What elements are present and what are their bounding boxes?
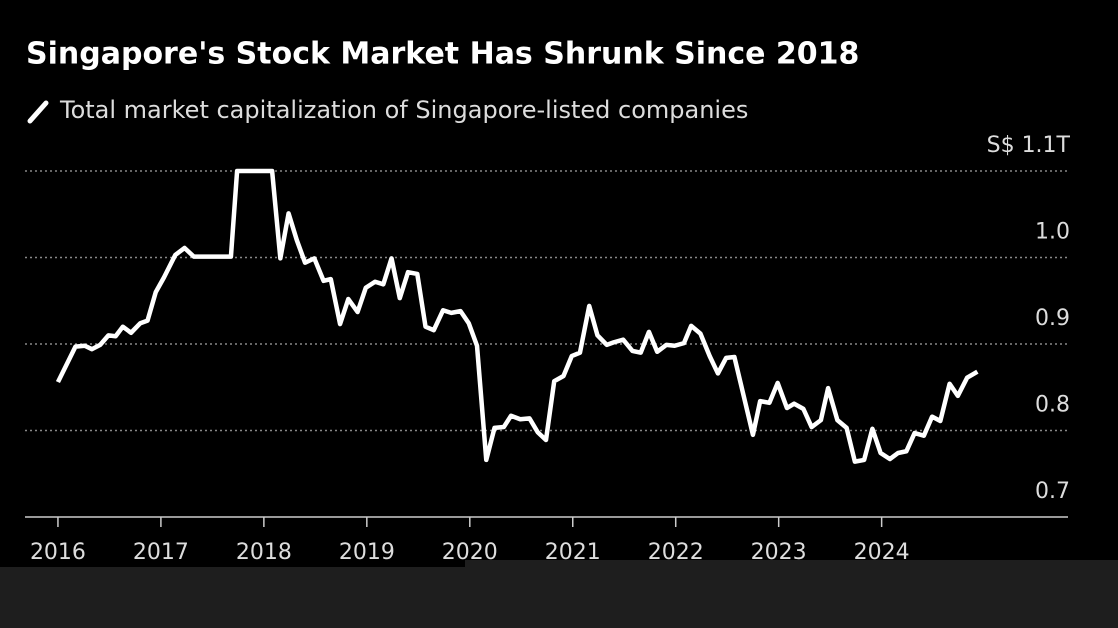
x-tick-label: 2017 [133,540,189,565]
legend-label: Total market capitalization of Singapore… [59,96,748,124]
x-tick-label: 2016 [30,540,86,565]
x-tick-label: 2019 [339,540,395,565]
y-tick-label: 1.0 [1035,220,1070,245]
y-tick-label: 0.9 [1035,306,1070,331]
bottom-overlay [465,560,1118,628]
x-tick-label: 2018 [236,540,292,565]
chart-title: Singapore's Stock Market Has Shrunk Sinc… [26,37,859,72]
y-tick-label: 0.8 [1035,393,1070,418]
y-tick-label: S$ 1.1T [987,133,1071,158]
legend-swatch [27,100,49,124]
line-series [55,168,979,464]
y-tick-label: 0.7 [1035,479,1070,504]
